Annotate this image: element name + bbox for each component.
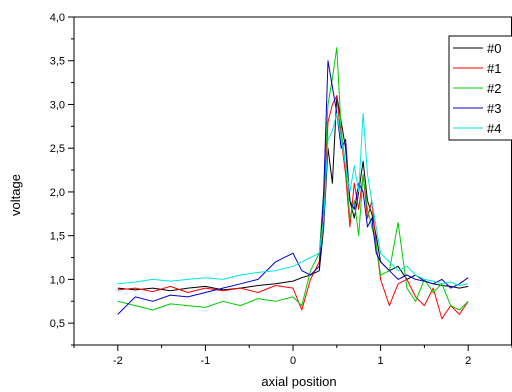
x-tick-label: 2 <box>465 355 471 367</box>
series-line-2 <box>117 47 469 311</box>
legend-label-4: #4 <box>487 121 501 136</box>
y-tick-label: 1,5 <box>50 231 65 243</box>
x-axis-title: axial position <box>261 374 336 389</box>
legend-label-1: #1 <box>487 61 501 76</box>
legend-label-2: #2 <box>487 81 501 96</box>
x-tick-label: 1 <box>378 355 384 367</box>
x-tick-label: -2 <box>113 355 123 367</box>
series-layer <box>117 47 469 320</box>
y-tick-label: 3,5 <box>50 56 65 68</box>
x-tick-label: -1 <box>201 355 211 367</box>
legend-label-0: #0 <box>487 41 501 56</box>
y-axis-title: voltage <box>8 174 23 216</box>
y-tick-label: 2,0 <box>50 187 65 199</box>
series-line-1 <box>117 95 469 320</box>
y-tick-label: 0,5 <box>50 318 65 330</box>
series-line-0 <box>117 95 469 292</box>
y-tick-label: 3,0 <box>50 99 65 111</box>
x-tick-label: 0 <box>290 355 296 367</box>
series-line-3 <box>117 60 469 315</box>
series-line-4 <box>117 112 469 286</box>
legend: #0 #1 #2 #3 #4 <box>448 35 512 141</box>
ticks-layer: -2 -1 0 1 2 0,5 1,0 1,5 2,0 2,5 3,0 3,5 4,0 <box>50 12 512 367</box>
plot-area: -2 -1 0 1 2 0,5 1,0 1,5 2,0 2,5 3,0 3,5 4,0 <box>50 12 512 367</box>
y-tick-label: 4,0 <box>50 12 65 24</box>
y-tick-label: 1,0 <box>50 274 65 286</box>
legend-items: #0 #1 #2 #3 #4 <box>453 41 501 136</box>
y-tick-label: 2,5 <box>50 143 65 155</box>
legend-label-3: #3 <box>487 101 501 116</box>
